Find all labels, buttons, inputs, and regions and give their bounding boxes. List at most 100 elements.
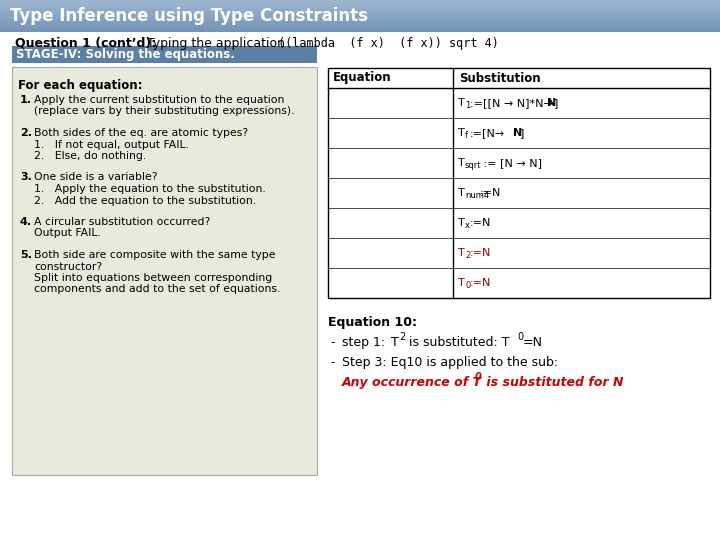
Text: A circular substitution occurred?: A circular substitution occurred? bbox=[34, 217, 210, 227]
Bar bbox=[0, 3, 720, 4]
Text: T: T bbox=[458, 158, 464, 168]
Text: 2: 2 bbox=[465, 252, 470, 260]
Text: :=N: :=N bbox=[480, 188, 501, 198]
Text: Question 1 (cont’d):: Question 1 (cont’d): bbox=[15, 37, 156, 50]
Bar bbox=[0, 5, 720, 6]
Bar bbox=[0, 30, 720, 31]
Text: components and add to the set of equations.: components and add to the set of equatio… bbox=[34, 285, 280, 294]
Bar bbox=[0, 14, 720, 15]
Text: is substituted for N: is substituted for N bbox=[482, 376, 624, 389]
Bar bbox=[0, 25, 720, 26]
Bar bbox=[328, 68, 710, 298]
Text: (replace vars by their substituting expressions).: (replace vars by their substituting expr… bbox=[34, 106, 294, 117]
Text: Typing the application: Typing the application bbox=[143, 37, 289, 50]
Text: 2.   Else, do nothing.: 2. Else, do nothing. bbox=[34, 151, 146, 161]
Text: Type Inference using Type Constraints: Type Inference using Type Constraints bbox=[10, 7, 368, 25]
Text: 1.: 1. bbox=[20, 95, 32, 105]
Text: N: N bbox=[547, 98, 557, 108]
Bar bbox=[0, 8, 720, 9]
Text: is substituted: T: is substituted: T bbox=[405, 336, 510, 349]
Text: 5.: 5. bbox=[20, 250, 32, 260]
Text: ((lambda  (f x)  (f x)) sqrt 4): ((lambda (f x) (f x)) sqrt 4) bbox=[278, 37, 499, 50]
Bar bbox=[0, 9, 720, 10]
Bar bbox=[0, 13, 720, 14]
Bar bbox=[12, 67, 317, 475]
Text: Split into equations between corresponding: Split into equations between correspondi… bbox=[34, 273, 272, 283]
Text: sqrt: sqrt bbox=[465, 161, 482, 171]
Text: := [N → N]: := [N → N] bbox=[480, 158, 542, 168]
Bar bbox=[0, 6, 720, 7]
Text: T: T bbox=[391, 336, 399, 349]
Bar bbox=[0, 15, 720, 16]
Text: :=[N→: :=[N→ bbox=[470, 128, 505, 138]
Text: Output FAIL.: Output FAIL. bbox=[34, 228, 101, 239]
Text: 4.: 4. bbox=[20, 217, 32, 227]
Bar bbox=[0, 2, 720, 3]
Text: 1: 1 bbox=[465, 102, 470, 111]
Bar bbox=[0, 29, 720, 30]
Text: Substitution: Substitution bbox=[459, 71, 541, 84]
Text: 3.: 3. bbox=[20, 172, 32, 183]
Text: T: T bbox=[458, 248, 464, 258]
Bar bbox=[0, 26, 720, 27]
Text: Both sides of the eq. are atomic types?: Both sides of the eq. are atomic types? bbox=[34, 128, 248, 138]
Text: STAGE-IV: Solving the equations.: STAGE-IV: Solving the equations. bbox=[16, 48, 235, 61]
Text: T: T bbox=[458, 278, 464, 288]
Bar bbox=[0, 21, 720, 22]
Text: T: T bbox=[458, 98, 464, 108]
Text: :=N: :=N bbox=[470, 248, 491, 258]
Bar bbox=[0, 18, 720, 19]
Text: num4: num4 bbox=[465, 192, 489, 200]
Text: :=N: :=N bbox=[470, 218, 491, 228]
Bar bbox=[0, 7, 720, 8]
Text: ]: ] bbox=[520, 128, 524, 138]
Bar bbox=[0, 16, 720, 17]
Bar bbox=[0, 11, 720, 12]
Bar bbox=[0, 31, 720, 32]
Text: 0: 0 bbox=[475, 372, 482, 382]
Bar bbox=[0, 28, 720, 29]
Text: T: T bbox=[458, 128, 464, 138]
Bar bbox=[0, 4, 720, 5]
Text: Both side are composite with the same type: Both side are composite with the same ty… bbox=[34, 250, 276, 260]
Text: ]: ] bbox=[554, 98, 559, 108]
Text: constructor?: constructor? bbox=[34, 261, 102, 272]
Bar bbox=[0, 0, 720, 1]
Text: For each equation:: For each equation: bbox=[18, 79, 143, 92]
Text: 2.: 2. bbox=[20, 128, 32, 138]
Bar bbox=[0, 23, 720, 24]
Bar bbox=[0, 1, 720, 2]
Text: -: - bbox=[330, 356, 335, 369]
Bar bbox=[0, 12, 720, 13]
Text: Equation 10:: Equation 10: bbox=[328, 316, 417, 329]
Text: 0: 0 bbox=[517, 332, 523, 342]
Text: Apply the current substitution to the equation: Apply the current substitution to the eq… bbox=[34, 95, 284, 105]
Text: T: T bbox=[458, 218, 464, 228]
Bar bbox=[0, 27, 720, 28]
Text: 2.   Add the equation to the substitution.: 2. Add the equation to the substitution. bbox=[34, 195, 256, 206]
Text: 2: 2 bbox=[399, 332, 405, 342]
Bar bbox=[0, 24, 720, 25]
Text: f: f bbox=[465, 132, 468, 140]
Bar bbox=[12, 46, 317, 63]
Text: Any occurrence of T: Any occurrence of T bbox=[342, 376, 482, 389]
Text: =N: =N bbox=[523, 336, 543, 349]
Text: Equation: Equation bbox=[333, 71, 392, 84]
Text: :=[[N → N]*N→: :=[[N → N]*N→ bbox=[470, 98, 553, 108]
Text: 0: 0 bbox=[465, 281, 470, 291]
Text: One side is a variable?: One side is a variable? bbox=[34, 172, 158, 183]
Text: x: x bbox=[465, 221, 470, 231]
Bar bbox=[0, 10, 720, 11]
Text: N: N bbox=[513, 128, 522, 138]
Text: step 1:: step 1: bbox=[342, 336, 389, 349]
Text: -: - bbox=[330, 336, 335, 349]
Text: Step 3: Eq10 is applied to the sub:: Step 3: Eq10 is applied to the sub: bbox=[342, 356, 558, 369]
Bar bbox=[0, 22, 720, 23]
Text: 1.   Apply the equation to the substitution.: 1. Apply the equation to the substitutio… bbox=[34, 184, 266, 194]
Text: 1.   If not equal, output FAIL.: 1. If not equal, output FAIL. bbox=[34, 139, 189, 150]
Bar bbox=[0, 20, 720, 21]
Bar bbox=[0, 19, 720, 20]
Text: T: T bbox=[458, 188, 464, 198]
Text: :=N: :=N bbox=[470, 278, 491, 288]
Bar bbox=[0, 17, 720, 18]
